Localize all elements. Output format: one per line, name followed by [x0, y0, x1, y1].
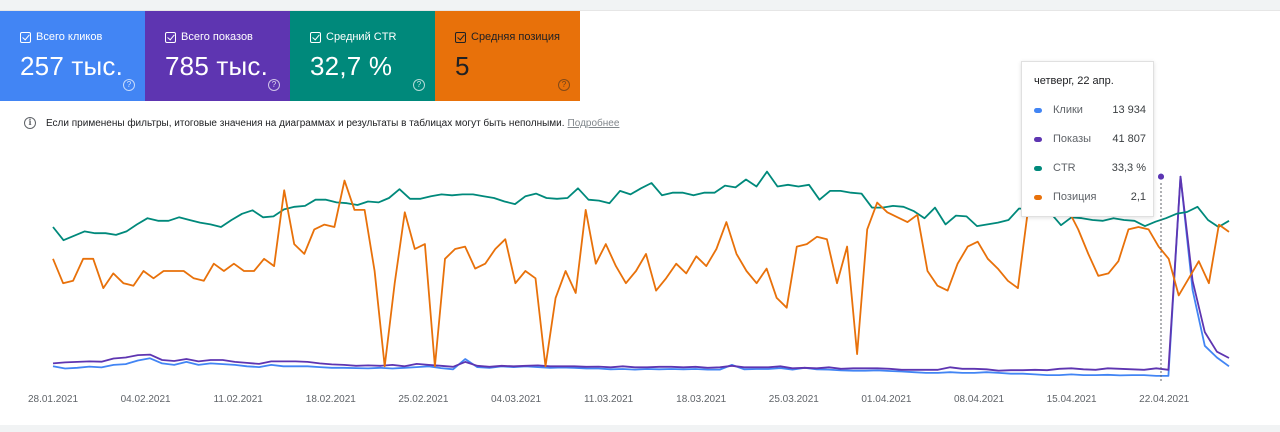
x-tick-label: 11.02.2021 [214, 394, 264, 405]
metric-label-clicks: Всего кликов [36, 31, 103, 43]
x-tick-label: 28.01.2021 [28, 394, 78, 405]
series-dot-icon [1034, 137, 1042, 142]
metric-card-ctr[interactable]: Средний CTR 32,7 % ? [290, 11, 435, 101]
tooltip-row-ctr: CTR 33,3 % [1034, 162, 1146, 176]
learn-more-link[interactable]: Подробнее [567, 117, 620, 129]
filter-notice: i Если применены фильтры, итоговые значе… [24, 117, 619, 129]
x-tick-label: 25.02.2021 [398, 394, 448, 405]
metric-label-ctr: Средний CTR [326, 31, 397, 43]
metric-value-ctr: 32,7 % [310, 51, 393, 81]
series-dot-icon [1034, 166, 1042, 171]
checkbox-checked-icon[interactable] [20, 31, 31, 43]
x-tick-label: 04.02.2021 [121, 394, 171, 405]
performance-card: Всего кликов 257 тыс. ? Всего показов 78… [0, 10, 1280, 425]
series-line-1 [52, 175, 1230, 372]
help-icon[interactable]: ? [558, 79, 570, 91]
metric-value-impressions: 785 тыс. [165, 51, 269, 81]
checkbox-checked-icon[interactable] [165, 31, 176, 43]
metric-head: Всего кликов [20, 31, 102, 43]
metric-value-clicks: 257 тыс. [20, 51, 124, 81]
x-tick-label: 18.03.2021 [676, 394, 726, 405]
tooltip-row-name: Показы [1053, 133, 1092, 145]
tooltip-row-name: Клики [1053, 104, 1083, 116]
metric-head: Средняя позиция [455, 31, 560, 43]
performance-chart[interactable]: 28.01.2021 04.02.2021 11.02.2021 18.02.2021… [0, 11, 1280, 425]
x-tick-label: 04.03.2021 [491, 394, 541, 405]
tooltip-row-position: Позиция 2,1 [1034, 191, 1146, 205]
metric-value-position: 5 [455, 51, 470, 81]
metric-card-impressions[interactable]: Всего показов 785 тыс. ? [145, 11, 290, 101]
x-tick-label: 08.04.2021 [954, 394, 1004, 405]
series-dot-icon [1034, 195, 1042, 200]
checkbox-checked-icon[interactable] [310, 31, 321, 43]
tooltip-row-clicks: Клики 13 934 [1034, 104, 1146, 118]
series-dot-icon [1034, 108, 1042, 113]
x-tick-label: 18.02.2021 [306, 394, 356, 405]
x-tick-label: 15.04.2021 [1047, 394, 1097, 405]
metric-cards: Всего кликов 257 тыс. ? Всего показов 78… [0, 11, 580, 101]
help-icon[interactable]: ? [268, 79, 280, 91]
highlight-point [1158, 173, 1164, 180]
tooltip-row-value: 41 807 [1112, 133, 1146, 145]
tooltip-row-name: Позиция [1053, 191, 1097, 203]
info-icon: i [24, 117, 36, 129]
x-tick-label: 22.04.2021 [1139, 394, 1189, 405]
tooltip-row-name: CTR [1053, 162, 1076, 174]
metric-label-position: Средняя позиция [471, 31, 560, 43]
x-tick-label: 01.04.2021 [861, 394, 911, 405]
notice-text: Если применены фильтры, итоговые значени… [46, 117, 565, 129]
help-icon[interactable]: ? [413, 79, 425, 91]
tooltip-row-impressions: Показы 41 807 [1034, 133, 1146, 147]
metric-card-clicks[interactable]: Всего кликов 257 тыс. ? [0, 11, 145, 101]
tooltip-row-value: 13 934 [1112, 104, 1146, 116]
metric-label-impressions: Всего показов [181, 31, 253, 43]
x-tick-label: 11.03.2021 [584, 394, 634, 405]
chart-tooltip: четверг, 22 апр. Клики 13 934 Показы 41 … [1021, 61, 1154, 217]
tooltip-date: четверг, 22 апр. [1034, 75, 1114, 87]
tooltip-row-value: 33,3 % [1111, 162, 1146, 174]
help-icon[interactable]: ? [123, 79, 135, 91]
checkbox-checked-icon[interactable] [455, 31, 466, 43]
series-line-0 [52, 175, 1230, 377]
tooltip-row-value: 2,1 [1130, 191, 1146, 203]
metric-card-position[interactable]: Средняя позиция 5 ? [435, 11, 580, 101]
x-tick-label: 25.03.2021 [769, 394, 819, 405]
metric-head: Средний CTR [310, 31, 396, 43]
metric-head: Всего показов [165, 31, 253, 43]
